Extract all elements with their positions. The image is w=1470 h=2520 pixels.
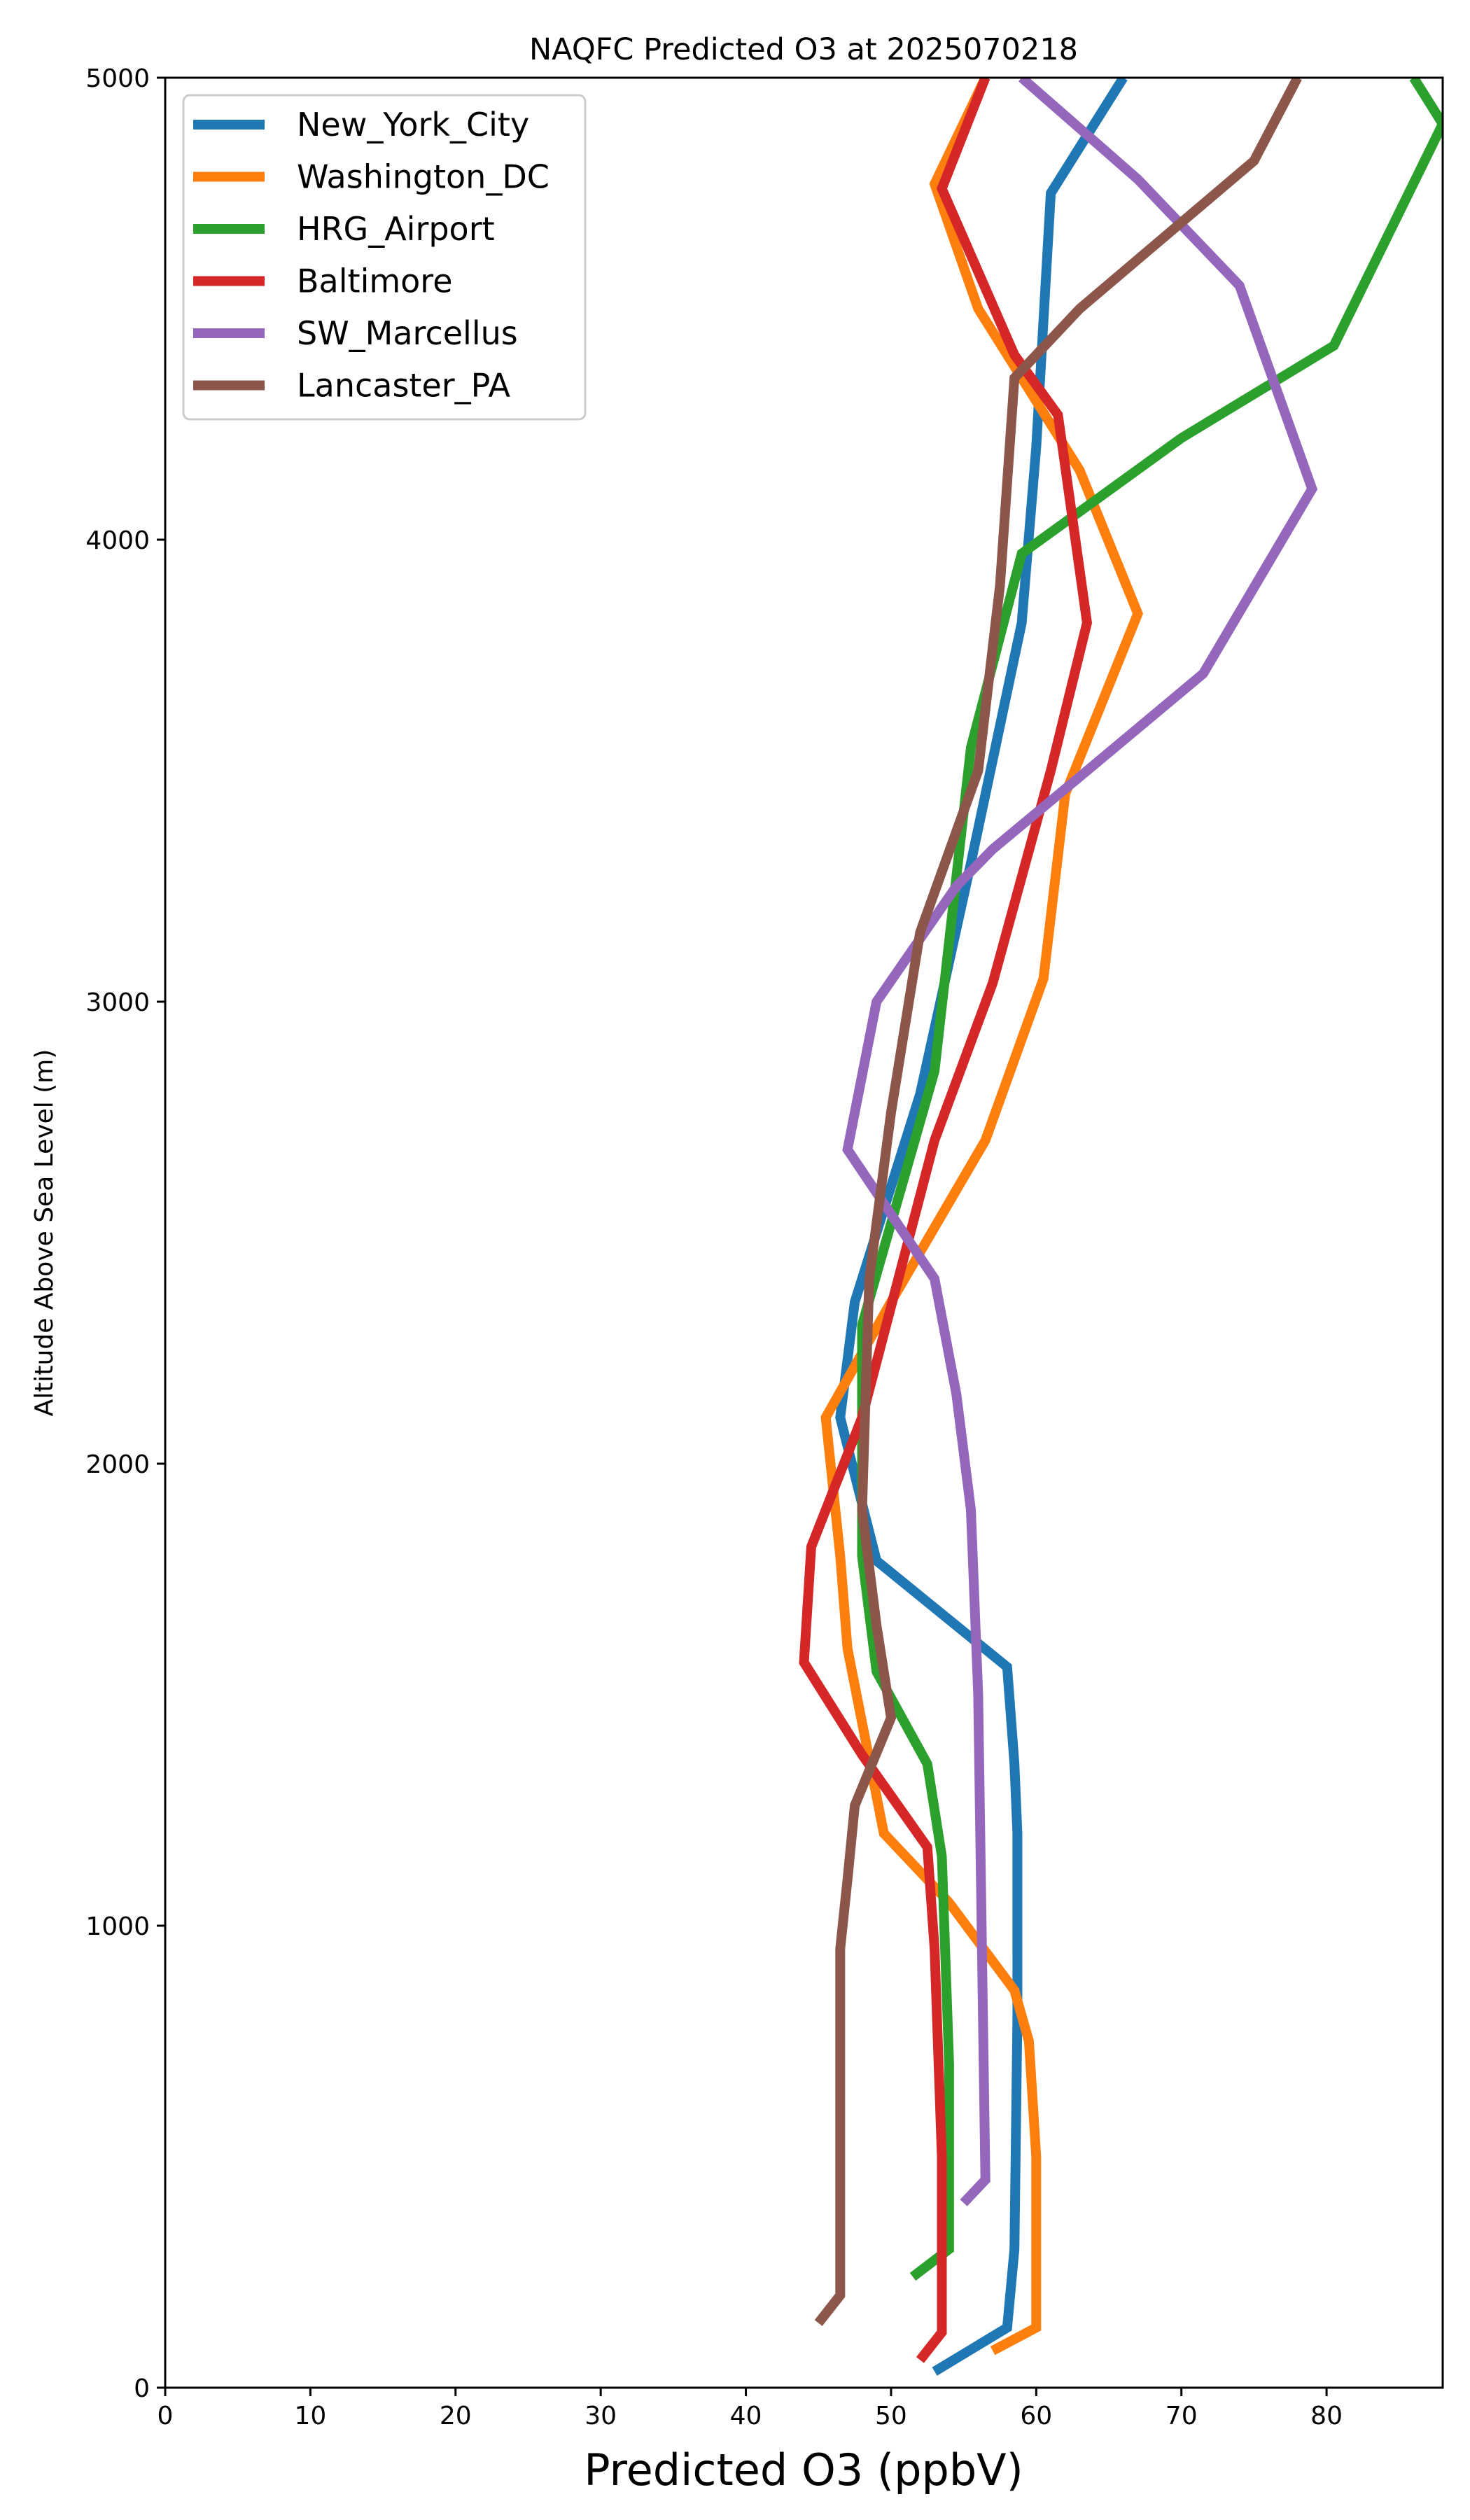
y-axis-label: Altitude Above Sea Level (m) xyxy=(30,1049,59,1417)
plot-frame xyxy=(164,76,1444,2389)
chart-title: NAQFC Predicted O3 at 2025070218 xyxy=(529,32,1078,67)
x-tick-label: 40 xyxy=(730,2402,762,2430)
legend-label: HRG_Airport xyxy=(297,210,495,248)
y-tick-label: 5000 xyxy=(85,64,150,93)
legend-label: Lancaster_PA xyxy=(297,367,510,405)
series-line-washington-dc xyxy=(820,78,1144,2356)
series-line-hrg-airport xyxy=(857,78,1443,2281)
y-tick-label: 4000 xyxy=(85,526,150,555)
y-tick-label: 1000 xyxy=(85,1912,150,1941)
x-tick-label: 50 xyxy=(875,2402,907,2430)
legend-label: Baltimore xyxy=(297,262,453,300)
legend-label: Washington_DC xyxy=(297,158,550,196)
x-tick-label: 20 xyxy=(440,2402,472,2430)
x-tick-label: 60 xyxy=(1020,2402,1052,2430)
x-axis-label: Predicted O3 (ppbV) xyxy=(584,2444,1023,2496)
legend-label: SW_Marcellus xyxy=(297,314,518,352)
x-tick-label: 70 xyxy=(1166,2402,1198,2430)
x-tick-label: 0 xyxy=(158,2402,174,2430)
y-tick-label: 2000 xyxy=(85,1450,150,1479)
x-tick-label: 80 xyxy=(1310,2402,1343,2430)
lines-layer xyxy=(799,78,1443,2376)
x-tick-label: 10 xyxy=(294,2402,326,2430)
x-tick-label: 30 xyxy=(584,2402,617,2430)
legend: New_York_City Washington_DC HRG_Airport Bal… xyxy=(182,94,587,421)
y-axis: 0 1000 2000 3000 4000 5000 xyxy=(85,64,165,2403)
y-tick-label: 3000 xyxy=(85,988,150,1017)
y-tick-label: 0 xyxy=(134,2374,150,2403)
legend-label: New_York_City xyxy=(297,106,529,144)
series-line-baltimore xyxy=(799,78,1093,2363)
legend-box xyxy=(182,94,587,421)
x-axis: 0 10 20 30 40 50 60 70 80 xyxy=(158,2388,1343,2430)
series-line-lancaster-pa xyxy=(814,78,1302,2326)
